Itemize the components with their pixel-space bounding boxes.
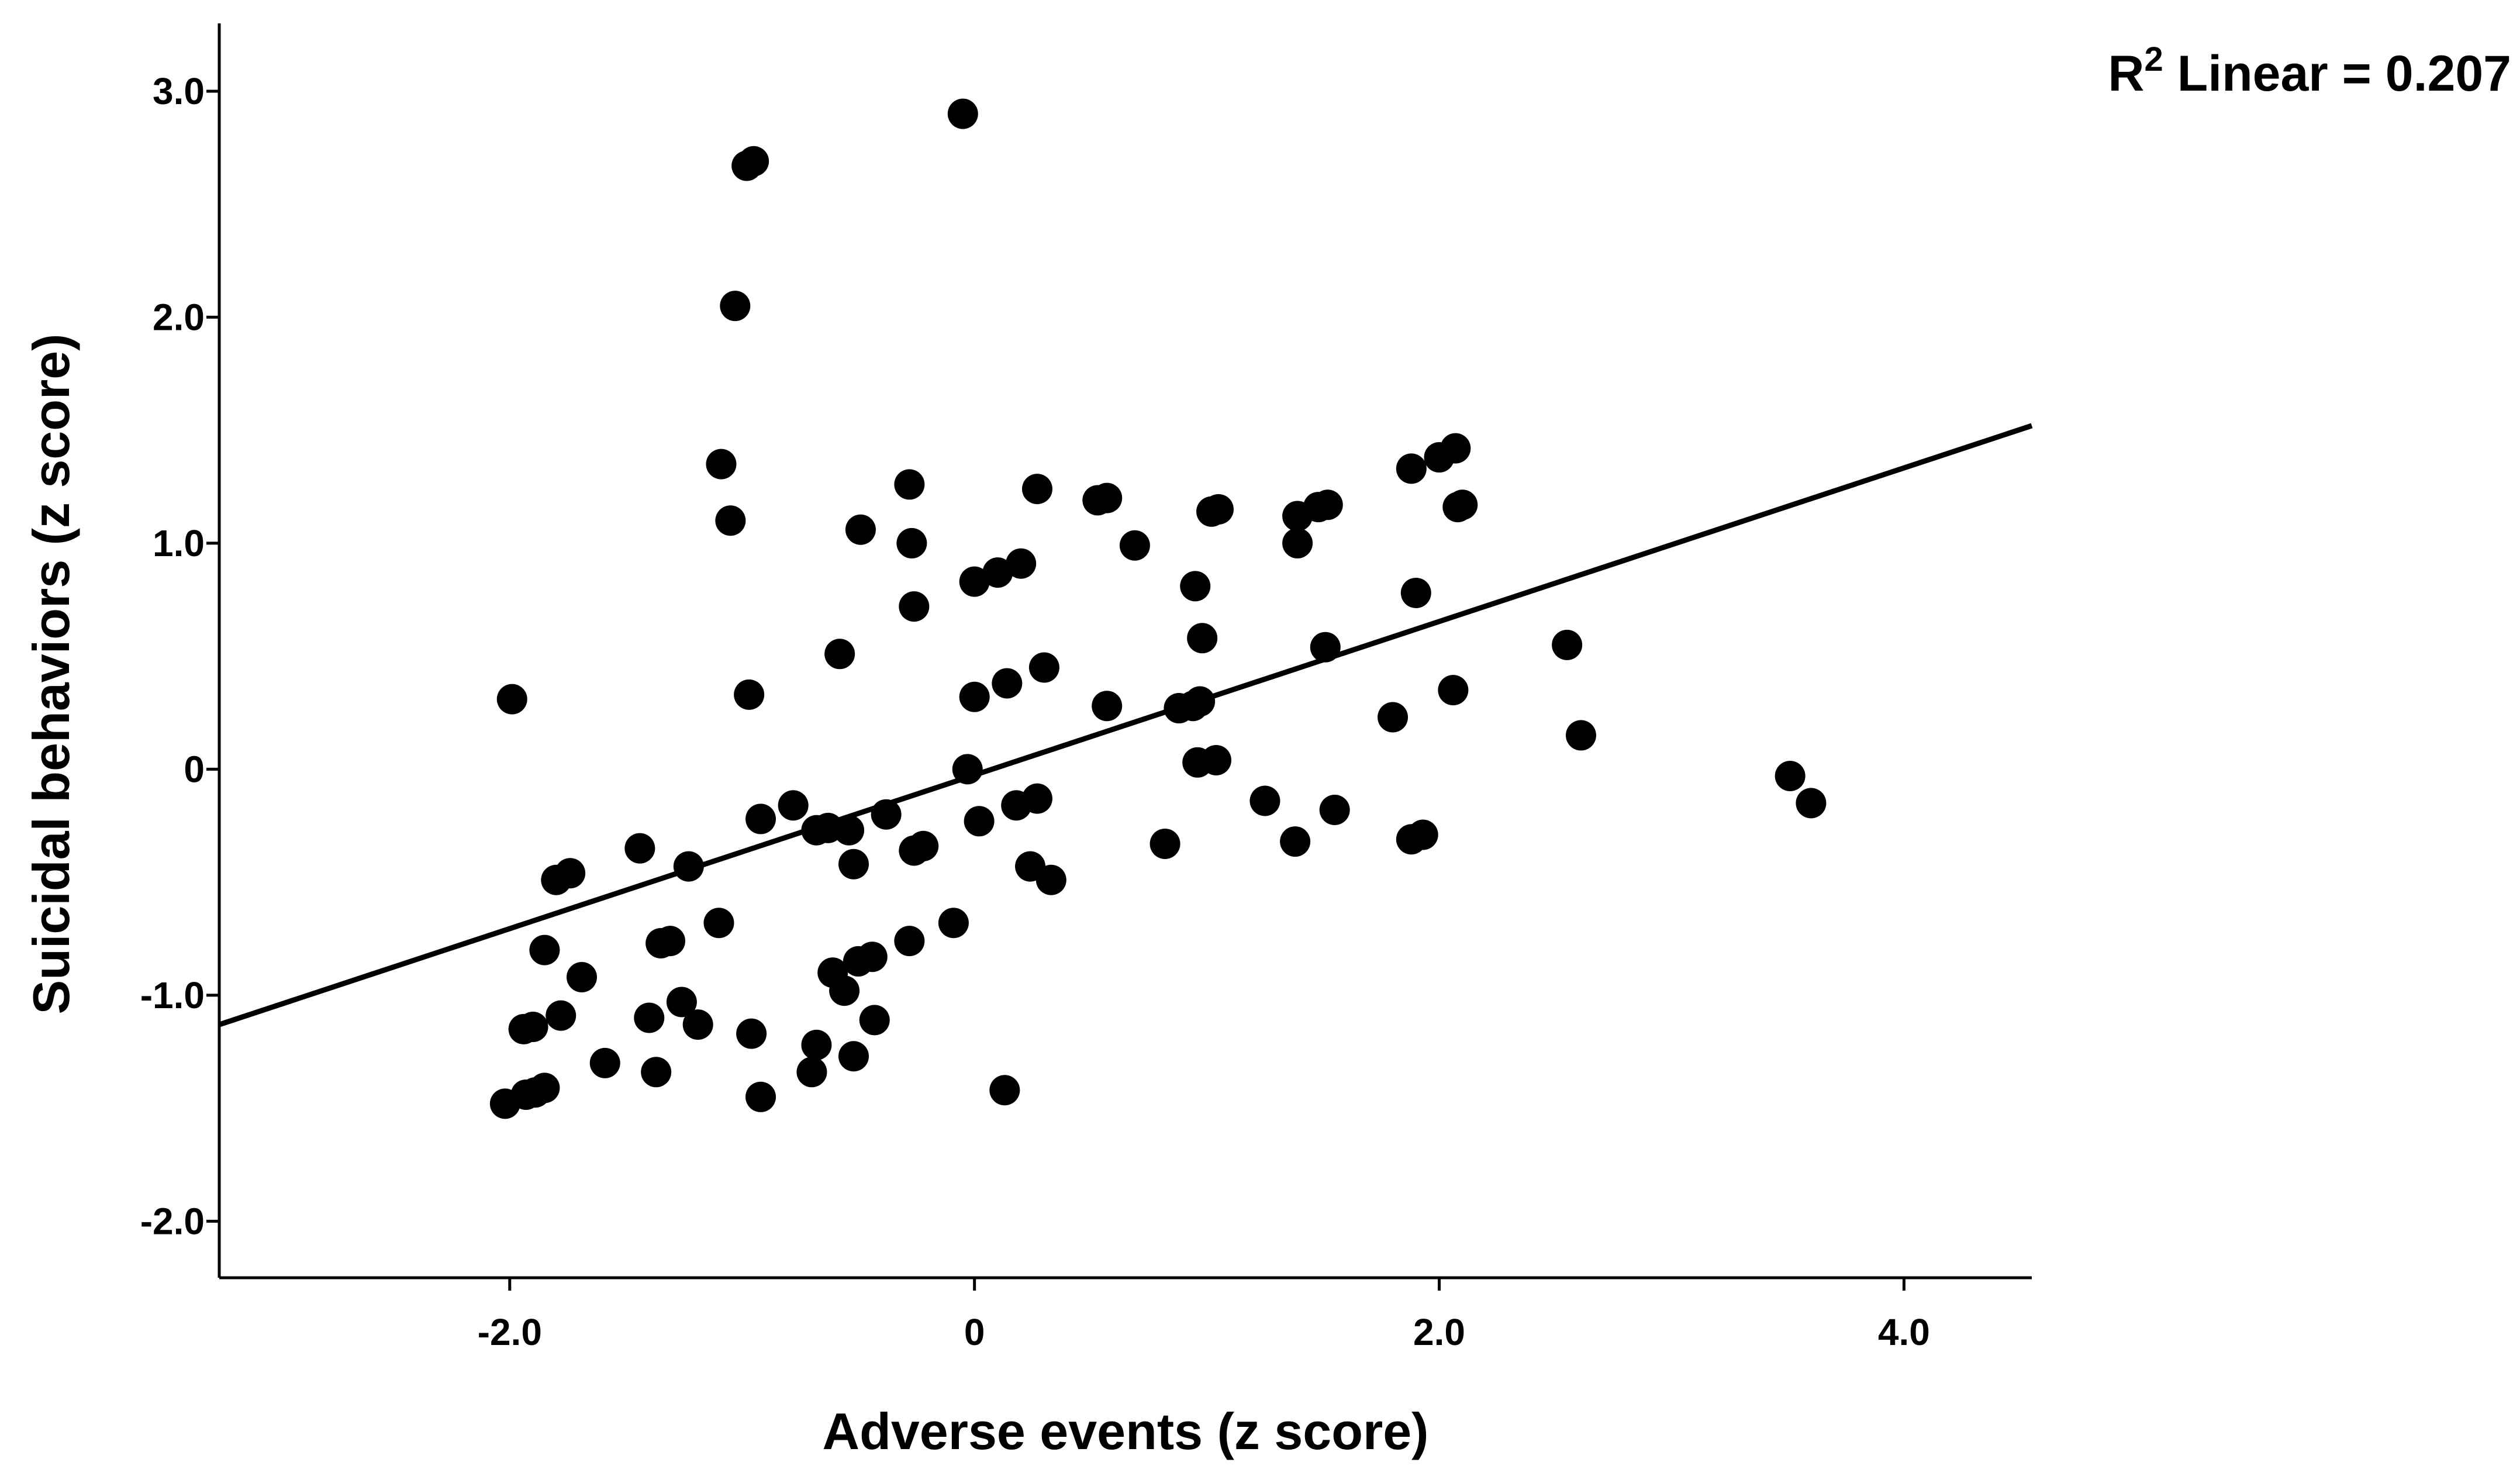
data-point [517,1012,548,1042]
data-point [682,1009,713,1040]
data-point [567,961,597,992]
data-point [1021,783,1052,814]
data-point [1006,548,1037,579]
data-point [1187,623,1218,654]
data-point [1092,482,1123,513]
data-point [894,469,925,500]
data-point [703,908,734,939]
data-point [1775,761,1806,791]
data-point [989,1075,1020,1106]
data-point [899,591,930,622]
data-point [624,833,655,864]
data-point [529,934,560,965]
y-tick-label: 3.0 [153,70,205,112]
data-point [738,146,769,177]
data-point [706,449,737,480]
y-tick-label: 0 [184,748,205,790]
data-point [1552,629,1583,660]
data-point [1280,826,1311,857]
data-point [1407,819,1438,850]
data-point [1378,702,1409,733]
data-point [845,514,876,545]
data-point [824,639,855,670]
data-point [1201,744,1231,775]
data-point [947,98,978,129]
data-point [992,668,1023,699]
data-point [1282,527,1313,558]
data-point [857,941,888,972]
y-tick-label: 1.0 [153,522,205,564]
data-point [894,926,925,957]
data-point [655,926,686,957]
data-point [838,849,869,880]
data-point [1796,788,1827,819]
data-point [1565,720,1596,751]
x-tick-label: 4.0 [1878,1311,1930,1353]
data-point [982,557,1013,588]
r-squared-annotation: R2 Linear = 0.207 [2108,40,2511,102]
x-axis-ticks: -2.0 0 2.0 4.0 [478,1278,1930,1353]
r-squared-prefix: R [2108,46,2144,102]
data-point [959,566,990,597]
data-point [720,291,751,322]
data-point [1312,489,1343,520]
data-point [634,1002,665,1033]
data-point [715,505,746,536]
data-point [1035,864,1066,895]
x-tick-label: 0 [964,1311,985,1353]
data-point [859,1005,890,1036]
data-point [1438,675,1469,706]
data-point [896,527,927,558]
data-point [1149,828,1180,859]
data-point [666,987,697,1018]
data-point [1092,691,1123,722]
x-tick-label: -2.0 [478,1311,542,1353]
x-axis-title: Adverse events (z score) [823,1402,1429,1460]
data-point [964,806,995,837]
data-point [1447,489,1478,520]
data-point [546,1000,577,1031]
data-point [838,1041,869,1072]
data-point [938,908,969,939]
data-points [489,98,1827,1119]
data-point [1440,433,1471,464]
data-point [1319,794,1350,825]
x-tick-label: 2.0 [1413,1311,1465,1353]
r-squared-superscript: 2 [2145,40,2163,78]
data-point [745,803,776,834]
data-point [641,1057,672,1088]
data-point [1028,652,1059,683]
data-point [555,858,586,889]
data-point [1180,571,1211,602]
y-axis-ticks: -2.0 -1.0 0 1.0 2.0 3.0 [140,70,219,1242]
data-point [829,975,860,1006]
data-point [959,681,990,712]
data-point [1203,494,1234,525]
data-point [745,1081,776,1112]
data-point [736,1018,767,1049]
data-point [496,684,527,715]
data-point [778,790,809,821]
y-tick-label: -2.0 [140,1200,205,1242]
r-squared-text: Linear = 0.207 [2163,46,2511,102]
data-point [801,1029,832,1060]
data-point [1400,577,1431,608]
data-point [589,1047,620,1078]
data-point [834,815,865,846]
data-point [908,830,939,861]
y-axis-title: Suicidal behaviors (z score) [22,334,80,1015]
regression-line [218,423,2033,1027]
y-tick-label: -1.0 [140,974,205,1016]
data-point [1249,785,1280,816]
data-point [734,679,765,710]
data-point [1119,530,1150,561]
data-point [796,1057,827,1088]
data-point [1396,453,1427,484]
y-tick-label: 2.0 [153,296,205,338]
data-point [1021,474,1052,505]
data-point [529,1072,560,1103]
